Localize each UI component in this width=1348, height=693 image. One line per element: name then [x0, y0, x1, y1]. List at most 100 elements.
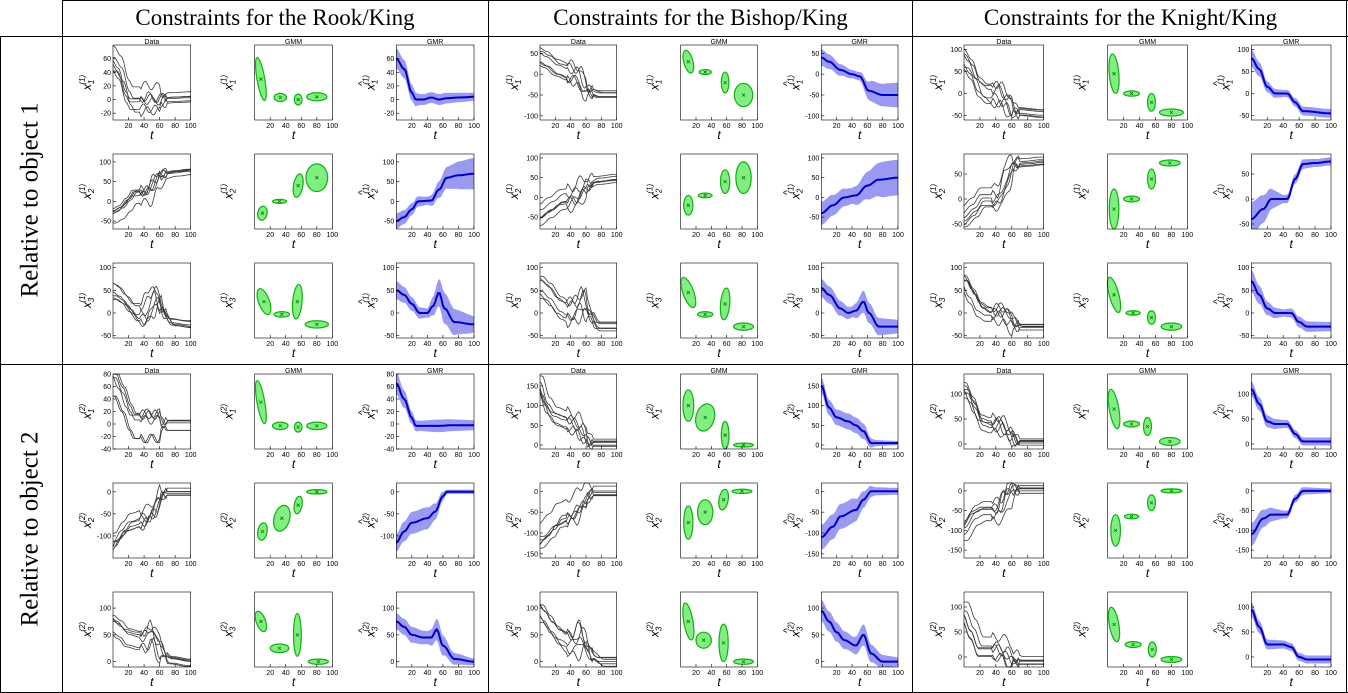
x-tick-label: 100: [1325, 232, 1337, 239]
x-tick-label: 40: [848, 232, 856, 239]
x-tick-label: 20: [408, 670, 416, 677]
x-tick-label: 20: [976, 232, 984, 239]
y-tick-label: 0: [958, 655, 962, 662]
demo-trajectory: [963, 483, 1044, 527]
subplot-title-gmm: GMM: [710, 368, 727, 375]
y-tick-label: -150: [1235, 548, 1249, 555]
x-tick-label: 40: [282, 123, 290, 130]
x-tick-label: 40: [140, 123, 148, 130]
demo-trajectory: [540, 175, 617, 210]
demo-trajectory: [963, 160, 1044, 219]
chart-svg-knight-frame2: Data 0 50 100 20 40 60 80 100 t x1(2) -150 -100 -50 0 2…: [929, 368, 1337, 689]
subplot-gmr-row1: GMR -100 -50 0 50 20 40 60 80 100 t x1(1)^: [782, 39, 904, 142]
y-tick-label: 0: [534, 72, 538, 79]
x-axis-label: t: [292, 566, 296, 580]
x-tick-label: 40: [282, 561, 290, 568]
grid-line-top: [62, 0, 1348, 1]
y-axis-label: x2(2): [1073, 513, 1091, 530]
gaussian-center: [741, 659, 746, 664]
x-tick-label: 100: [892, 341, 904, 348]
demo-trajectory: [963, 53, 1044, 115]
x-axis-label: t: [858, 457, 862, 471]
y-tick-label: -150: [524, 551, 538, 558]
x-axis-label: t: [1146, 675, 1150, 689]
x-tick-label: 60: [863, 123, 871, 130]
demo-trajectory: [539, 293, 617, 329]
subplot-gmr-row2: -150 -100 -50 0 20 40 60 80 100 t x2(2)^: [782, 482, 904, 580]
subplot-data-row3: -50 0 50 100 20 40 60 80 100 t x3(1): [78, 262, 197, 360]
x-tick-label: 20: [125, 341, 133, 348]
x-tick-label: 80: [597, 670, 605, 677]
x-tick-label: 60: [863, 341, 871, 348]
y-tick-label: 100: [950, 605, 962, 612]
subplot-gmr-row3: 0 50 100 20 40 60 80 100 t x3(2)^: [1212, 591, 1337, 689]
axes-box: [112, 44, 191, 121]
gaussian-center: [1168, 439, 1172, 444]
y-tick-label: 80: [103, 372, 111, 379]
column-header-rook: Constraints for the Rook/King: [135, 5, 415, 30]
x-tick-label: 60: [1295, 123, 1303, 130]
gaussian-center: [296, 183, 300, 188]
y-tick-label: 100: [383, 159, 395, 166]
x-tick-label: 100: [611, 123, 623, 130]
gaussian-center: [278, 424, 283, 428]
x-tick-label: 40: [282, 670, 290, 677]
y-tick-label: -50: [1239, 113, 1249, 120]
y-tick-label: 0: [107, 489, 111, 496]
x-tick-label: 60: [723, 561, 731, 568]
svg-text:^: ^: [1212, 190, 1223, 195]
x-tick-label: 60: [582, 341, 590, 348]
column-header-knight: Constraints for the Knight/King: [983, 5, 1278, 30]
x-tick-label: 60: [1152, 232, 1160, 239]
x-tick-label: 60: [1152, 341, 1160, 348]
demo-trajectory: [539, 172, 617, 205]
x-tick-label: 60: [1295, 452, 1303, 459]
y-tick-label: -50: [809, 215, 819, 222]
x-tick-label: 40: [282, 452, 290, 459]
subplot-title-data: Data: [996, 368, 1011, 375]
y-tick-label: 100: [808, 155, 820, 162]
demo-trajectory: [963, 490, 1044, 535]
x-axis-label: t: [1146, 566, 1150, 580]
demo-trajectory: [540, 489, 617, 537]
axes-box: [963, 153, 1044, 230]
subplot-title-gmm: GMM: [1139, 368, 1156, 375]
x-tick-label: 80: [879, 232, 887, 239]
axes-box: [963, 482, 1044, 559]
axes-box: [396, 591, 475, 668]
gaussian-center: [1129, 197, 1134, 201]
x-tick-label: 100: [751, 670, 763, 677]
svg-text:x3(2): x3(2): [929, 622, 947, 639]
x-axis-label: t: [717, 566, 721, 580]
x-axis-label: t: [1289, 457, 1293, 471]
subplot-gmm-row2: 20 40 60 80 100 t x2(2): [646, 482, 763, 580]
x-tick-label: 20: [551, 670, 559, 677]
y-axis-label: x1(2)^: [782, 404, 804, 421]
x-tick-label: 20: [976, 561, 984, 568]
x-tick-label: 80: [455, 670, 463, 677]
gmr-variance-band: [1251, 49, 1331, 118]
gaussian-center: [1169, 110, 1174, 115]
gaussian-center: [686, 59, 691, 64]
y-tick-label: -50: [528, 510, 538, 517]
subplot-gmr-row2: -50 0 50 20 40 60 80 100 t x2(1)^: [1212, 153, 1337, 251]
y-tick-label: 100: [99, 159, 111, 166]
axes-box: [821, 153, 899, 230]
y-axis-label: x2(1)^: [357, 184, 379, 201]
column-header-bishop: Constraints for the Bishop/King: [553, 5, 848, 30]
axes-box: [821, 591, 899, 668]
y-tick-label: 0: [534, 195, 538, 202]
gmr-variance-band: [1251, 487, 1331, 547]
x-tick-label: 20: [692, 341, 700, 348]
demo-trajectory: [540, 393, 617, 447]
x-tick-label: 80: [1024, 232, 1032, 239]
gaussian-center: [277, 646, 282, 651]
x-tick-label: 80: [1311, 341, 1319, 348]
y-tick-label: 50: [1242, 288, 1250, 295]
y-tick-label: -100: [805, 531, 819, 538]
y-axis-label: x1(2): [78, 404, 96, 421]
x-tick-label: 60: [1295, 232, 1303, 239]
gaussian-center: [1112, 407, 1116, 411]
x-tick-label: 80: [879, 561, 887, 568]
